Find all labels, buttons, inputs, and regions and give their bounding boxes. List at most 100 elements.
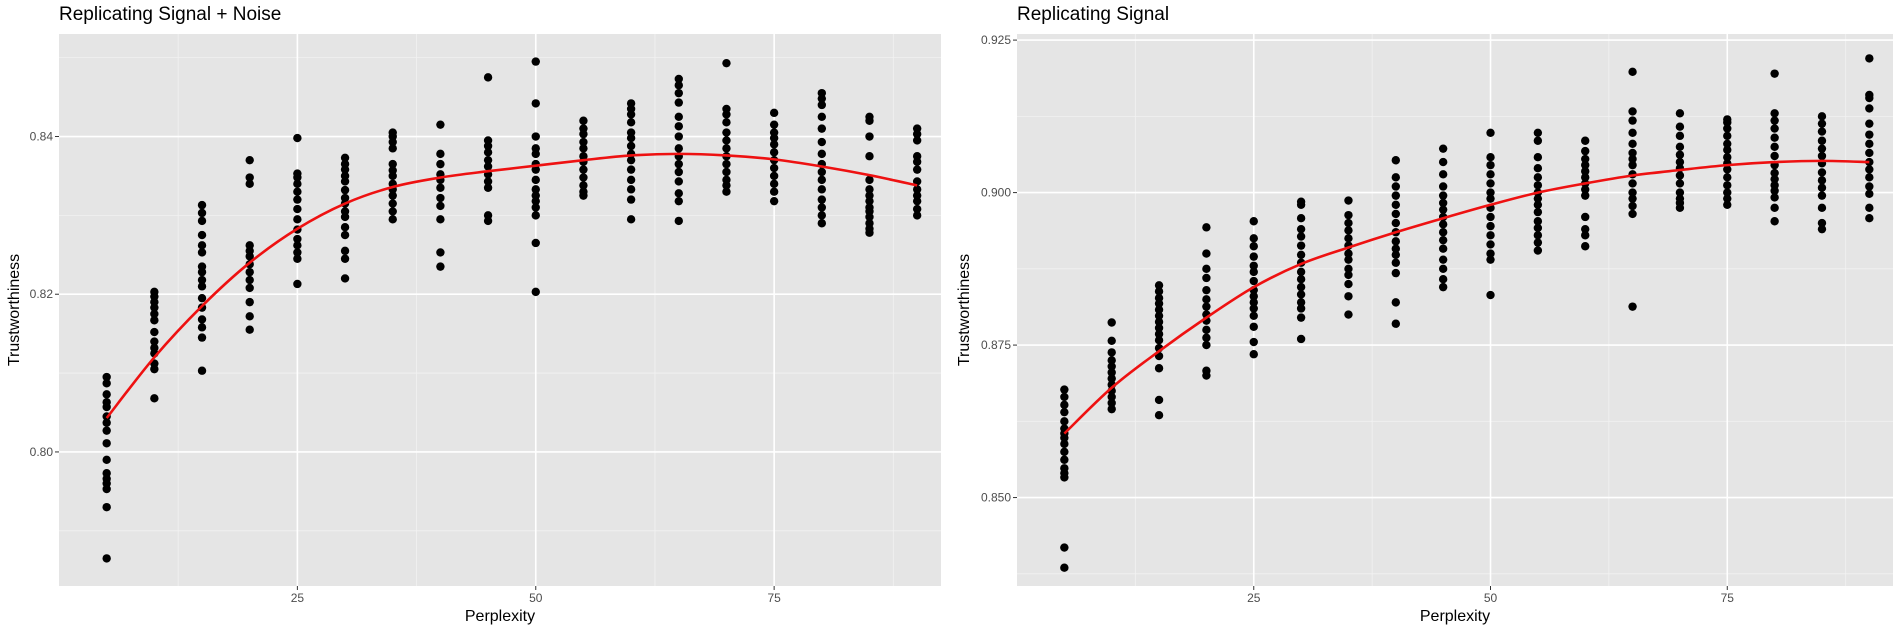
data-point xyxy=(1202,285,1211,295)
data-point xyxy=(1296,290,1306,299)
data-point xyxy=(817,88,827,98)
data-point xyxy=(1249,337,1258,347)
data-point xyxy=(1770,109,1779,118)
data-point xyxy=(817,124,827,133)
data-point xyxy=(674,216,683,226)
data-point xyxy=(1249,252,1258,261)
data-point xyxy=(483,183,493,192)
data-point xyxy=(1344,255,1353,264)
data-point xyxy=(1770,151,1779,161)
data-point xyxy=(293,241,302,250)
data-point xyxy=(626,175,636,185)
data-point xyxy=(293,254,302,263)
data-point xyxy=(722,187,731,196)
data-point xyxy=(1296,298,1306,307)
data-point xyxy=(1628,201,1637,211)
data-point xyxy=(912,136,922,145)
data-point xyxy=(531,57,540,66)
data-point xyxy=(483,155,493,165)
data-point xyxy=(1865,203,1874,213)
y-tick-label: 0.900 xyxy=(981,186,1011,200)
data-point xyxy=(1107,348,1116,357)
data-point xyxy=(1817,176,1827,185)
data-point xyxy=(1770,174,1779,184)
data-point xyxy=(674,196,683,206)
data-point xyxy=(1628,302,1637,311)
data-point xyxy=(1154,329,1164,339)
data-point xyxy=(1817,168,1827,177)
data-point xyxy=(1249,350,1258,359)
data-point xyxy=(1202,223,1211,232)
data-point xyxy=(1533,194,1543,203)
data-point xyxy=(817,167,827,177)
x-axis-title: Perplexity xyxy=(465,608,535,625)
data-point xyxy=(1154,311,1164,320)
data-point xyxy=(817,112,827,122)
x-axis-title: Perplexity xyxy=(1420,608,1490,625)
data-point xyxy=(865,191,874,200)
data-point xyxy=(150,327,159,337)
data-point xyxy=(483,136,493,145)
data-point xyxy=(245,173,254,182)
data-point xyxy=(912,177,922,186)
data-point xyxy=(1438,264,1448,274)
data-point xyxy=(388,191,397,200)
data-point xyxy=(1486,188,1495,197)
data-point xyxy=(1723,200,1732,209)
data-point xyxy=(1249,234,1258,243)
data-point xyxy=(388,128,397,137)
data-point xyxy=(1770,193,1779,202)
data-point xyxy=(1249,261,1258,270)
data-point xyxy=(436,248,445,257)
data-point xyxy=(436,183,445,192)
data-point xyxy=(1628,154,1637,164)
data-point xyxy=(245,283,254,293)
data-point xyxy=(150,316,159,325)
data-point xyxy=(197,275,207,285)
data-point xyxy=(1296,197,1306,206)
data-point xyxy=(197,333,207,342)
data-point xyxy=(1675,179,1685,188)
data-point xyxy=(1296,334,1306,344)
data-point xyxy=(388,199,397,208)
data-point xyxy=(1296,267,1306,277)
data-point xyxy=(1675,157,1685,167)
data-point xyxy=(1344,310,1353,319)
data-point xyxy=(1486,160,1495,170)
data-point xyxy=(1770,181,1779,190)
data-point xyxy=(102,439,111,448)
data-point xyxy=(340,207,350,216)
data-point xyxy=(1817,191,1827,200)
data-point xyxy=(1154,364,1164,373)
data-point xyxy=(1770,217,1779,226)
data-point xyxy=(1723,181,1732,190)
data-point xyxy=(483,162,493,171)
data-point xyxy=(817,185,827,194)
data-point xyxy=(197,241,207,250)
data-point xyxy=(197,216,207,226)
data-point xyxy=(674,112,683,122)
data-point xyxy=(1438,228,1448,237)
data-point xyxy=(388,159,397,169)
data-point xyxy=(1296,214,1306,223)
data-point xyxy=(1723,188,1732,197)
data-point xyxy=(865,132,874,141)
data-point xyxy=(1438,170,1448,179)
data-point xyxy=(1391,319,1401,328)
data-point xyxy=(1202,295,1211,304)
data-point xyxy=(1628,148,1637,158)
data-point xyxy=(1249,242,1258,251)
data-point xyxy=(197,366,207,375)
data-point xyxy=(1202,333,1211,342)
data-point xyxy=(865,152,874,161)
data-point xyxy=(1438,220,1448,229)
data-point xyxy=(1581,136,1590,145)
data-point xyxy=(1865,90,1874,100)
data-point xyxy=(340,153,350,163)
data-point xyxy=(817,175,827,185)
data-point xyxy=(579,116,588,125)
data-point xyxy=(912,152,922,161)
data-point xyxy=(388,166,397,175)
data-point xyxy=(865,175,874,185)
data-point xyxy=(1060,464,1069,473)
